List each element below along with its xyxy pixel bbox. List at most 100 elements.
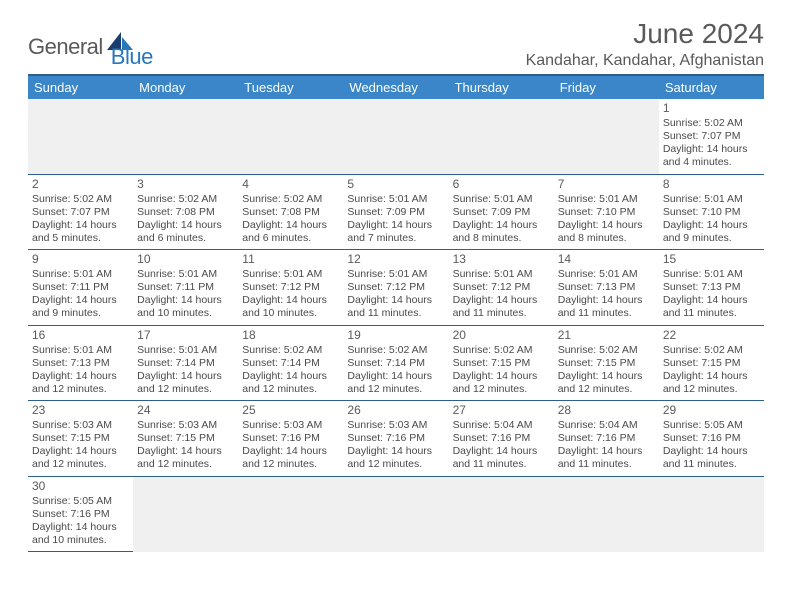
- sunset-line: Sunset: 7:14 PM: [137, 357, 234, 370]
- day-number: 16: [32, 328, 129, 343]
- sunrise-line: Sunrise: 5:01 AM: [347, 193, 444, 206]
- day-number: 10: [137, 252, 234, 267]
- calendar-cell: [343, 99, 448, 174]
- calendar-cell: [238, 99, 343, 174]
- daylight-line: Daylight: 14 hours and 11 minutes.: [663, 445, 760, 471]
- sunset-line: Sunset: 7:13 PM: [32, 357, 129, 370]
- sunrise-line: Sunrise: 5:03 AM: [32, 419, 129, 432]
- calendar-cell: 20Sunrise: 5:02 AMSunset: 7:15 PMDayligh…: [449, 325, 554, 401]
- daylight-line: Daylight: 14 hours and 12 minutes.: [137, 370, 234, 396]
- calendar-cell: 28Sunrise: 5:04 AMSunset: 7:16 PMDayligh…: [554, 401, 659, 477]
- logo: General Blue: [28, 24, 153, 70]
- day-number: 2: [32, 177, 129, 192]
- daylight-line: Daylight: 14 hours and 9 minutes.: [663, 219, 760, 245]
- weekday-header: Monday: [133, 75, 238, 99]
- calendar-cell: [133, 99, 238, 174]
- day-number: 13: [453, 252, 550, 267]
- day-number: 12: [347, 252, 444, 267]
- sunrise-line: Sunrise: 5:02 AM: [242, 193, 339, 206]
- calendar-cell: 15Sunrise: 5:01 AMSunset: 7:13 PMDayligh…: [659, 250, 764, 326]
- weekday-header: Sunday: [28, 75, 133, 99]
- sunrise-line: Sunrise: 5:01 AM: [347, 268, 444, 281]
- calendar-cell: 22Sunrise: 5:02 AMSunset: 7:15 PMDayligh…: [659, 325, 764, 401]
- sunrise-line: Sunrise: 5:04 AM: [558, 419, 655, 432]
- sunrise-line: Sunrise: 5:05 AM: [663, 419, 760, 432]
- calendar-cell: 26Sunrise: 5:03 AMSunset: 7:16 PMDayligh…: [343, 401, 448, 477]
- sunset-line: Sunset: 7:14 PM: [242, 357, 339, 370]
- sunset-line: Sunset: 7:12 PM: [242, 281, 339, 294]
- day-number: 24: [137, 403, 234, 418]
- calendar-cell: [449, 476, 554, 552]
- sunset-line: Sunset: 7:16 PM: [453, 432, 550, 445]
- title-block: June 2024 Kandahar, Kandahar, Afghanista…: [526, 18, 764, 70]
- day-number: 17: [137, 328, 234, 343]
- day-number: 7: [558, 177, 655, 192]
- day-number: 25: [242, 403, 339, 418]
- calendar-cell: 18Sunrise: 5:02 AMSunset: 7:14 PMDayligh…: [238, 325, 343, 401]
- calendar-cell: 14Sunrise: 5:01 AMSunset: 7:13 PMDayligh…: [554, 250, 659, 326]
- header: General Blue June 2024 Kandahar, Kandaha…: [28, 18, 764, 70]
- sunrise-line: Sunrise: 5:02 AM: [137, 193, 234, 206]
- daylight-line: Daylight: 14 hours and 12 minutes.: [558, 370, 655, 396]
- sunrise-line: Sunrise: 5:01 AM: [663, 193, 760, 206]
- sunset-line: Sunset: 7:16 PM: [242, 432, 339, 445]
- daylight-line: Daylight: 14 hours and 10 minutes.: [137, 294, 234, 320]
- daylight-line: Daylight: 14 hours and 11 minutes.: [453, 445, 550, 471]
- day-number: 8: [663, 177, 760, 192]
- sunset-line: Sunset: 7:16 PM: [663, 432, 760, 445]
- day-number: 11: [242, 252, 339, 267]
- calendar-cell: [554, 99, 659, 174]
- day-number: 19: [347, 328, 444, 343]
- calendar-cell: 24Sunrise: 5:03 AMSunset: 7:15 PMDayligh…: [133, 401, 238, 477]
- calendar-table: SundayMondayTuesdayWednesdayThursdayFrid…: [28, 74, 764, 552]
- daylight-line: Daylight: 14 hours and 11 minutes.: [453, 294, 550, 320]
- day-number: 4: [242, 177, 339, 192]
- calendar-cell: 29Sunrise: 5:05 AMSunset: 7:16 PMDayligh…: [659, 401, 764, 477]
- sunset-line: Sunset: 7:08 PM: [137, 206, 234, 219]
- sunrise-line: Sunrise: 5:01 AM: [558, 193, 655, 206]
- calendar-cell: 1Sunrise: 5:02 AMSunset: 7:07 PMDaylight…: [659, 99, 764, 174]
- sunrise-line: Sunrise: 5:01 AM: [137, 268, 234, 281]
- daylight-line: Daylight: 14 hours and 9 minutes.: [32, 294, 129, 320]
- sunset-line: Sunset: 7:12 PM: [347, 281, 444, 294]
- day-number: 29: [663, 403, 760, 418]
- sunrise-line: Sunrise: 5:01 AM: [32, 344, 129, 357]
- calendar-cell: 23Sunrise: 5:03 AMSunset: 7:15 PMDayligh…: [28, 401, 133, 477]
- sunset-line: Sunset: 7:15 PM: [137, 432, 234, 445]
- day-number: 9: [32, 252, 129, 267]
- calendar-cell: 16Sunrise: 5:01 AMSunset: 7:13 PMDayligh…: [28, 325, 133, 401]
- daylight-line: Daylight: 14 hours and 12 minutes.: [242, 445, 339, 471]
- weekday-header: Saturday: [659, 75, 764, 99]
- daylight-line: Daylight: 14 hours and 6 minutes.: [137, 219, 234, 245]
- calendar-cell: 5Sunrise: 5:01 AMSunset: 7:09 PMDaylight…: [343, 174, 448, 250]
- daylight-line: Daylight: 14 hours and 12 minutes.: [137, 445, 234, 471]
- sunset-line: Sunset: 7:11 PM: [32, 281, 129, 294]
- daylight-line: Daylight: 14 hours and 7 minutes.: [347, 219, 444, 245]
- calendar-cell: [449, 99, 554, 174]
- day-number: 28: [558, 403, 655, 418]
- daylight-line: Daylight: 14 hours and 8 minutes.: [558, 219, 655, 245]
- daylight-line: Daylight: 14 hours and 12 minutes.: [242, 370, 339, 396]
- sunset-line: Sunset: 7:10 PM: [663, 206, 760, 219]
- calendar-cell: [659, 476, 764, 552]
- sunset-line: Sunset: 7:15 PM: [453, 357, 550, 370]
- day-number: 30: [32, 479, 129, 494]
- day-number: 21: [558, 328, 655, 343]
- calendar-cell: 30Sunrise: 5:05 AMSunset: 7:16 PMDayligh…: [28, 476, 133, 552]
- calendar-cell: 7Sunrise: 5:01 AMSunset: 7:10 PMDaylight…: [554, 174, 659, 250]
- sunrise-line: Sunrise: 5:01 AM: [453, 268, 550, 281]
- sunrise-line: Sunrise: 5:01 AM: [558, 268, 655, 281]
- day-number: 26: [347, 403, 444, 418]
- calendar-cell: 19Sunrise: 5:02 AMSunset: 7:14 PMDayligh…: [343, 325, 448, 401]
- sunset-line: Sunset: 7:09 PM: [453, 206, 550, 219]
- sunset-line: Sunset: 7:11 PM: [137, 281, 234, 294]
- sunrise-line: Sunrise: 5:02 AM: [32, 193, 129, 206]
- calendar-cell: [554, 476, 659, 552]
- day-number: 14: [558, 252, 655, 267]
- daylight-line: Daylight: 14 hours and 5 minutes.: [32, 219, 129, 245]
- calendar-cell: 27Sunrise: 5:04 AMSunset: 7:16 PMDayligh…: [449, 401, 554, 477]
- calendar-cell: [343, 476, 448, 552]
- calendar-cell: [28, 99, 133, 174]
- weekday-header: Wednesday: [343, 75, 448, 99]
- sunrise-line: Sunrise: 5:03 AM: [242, 419, 339, 432]
